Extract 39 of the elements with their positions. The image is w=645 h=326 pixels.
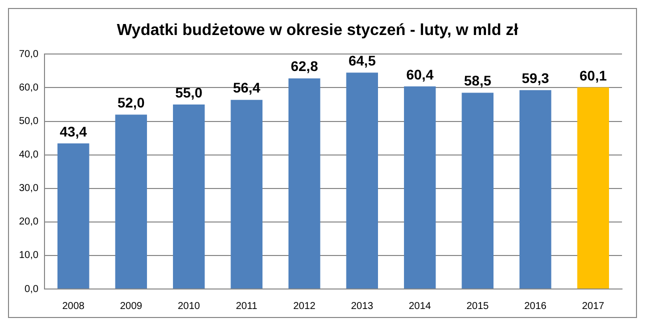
- data-label: 60,1: [580, 67, 607, 84]
- x-tick-label: 2010: [178, 300, 200, 312]
- x-tick-label: 2009: [120, 300, 143, 312]
- chart-title: Wydatki budżetowe w okresie styczeń - luty, w mld zł: [116, 22, 519, 40]
- y-tick-label: 0,0: [24, 284, 39, 295]
- y-tick-label: 30,0: [18, 183, 39, 194]
- bar: [577, 87, 610, 288]
- data-label: 56,4: [232, 80, 260, 96]
- data-label: 43,4: [60, 123, 88, 140]
- x-tick-label: 2011: [236, 300, 258, 312]
- bar: [462, 92, 494, 288]
- bar: [288, 78, 320, 288]
- bar: [404, 86, 436, 288]
- data-label: 55,0: [175, 84, 203, 100]
- x-tick-label: 2014: [408, 300, 432, 312]
- x-tick-label: 2016: [524, 300, 547, 312]
- bar: [346, 72, 378, 288]
- y-tick-label: 50,0: [18, 116, 39, 128]
- bar: [115, 114, 147, 288]
- data-label: 62,8: [290, 58, 318, 74]
- x-tick-label: 2013: [350, 300, 374, 312]
- data-label: 58,5: [464, 72, 492, 89]
- data-label: 60,4: [406, 66, 434, 82]
- y-tick-label: 60,0: [18, 82, 39, 94]
- bar: [230, 100, 262, 288]
- data-label: 59,3: [522, 70, 550, 86]
- bar: [57, 143, 90, 288]
- y-tick-label: 40,0: [18, 150, 39, 161]
- y-tick-label: 20,0: [18, 216, 39, 228]
- bar: [519, 90, 552, 288]
- bar: [172, 104, 205, 288]
- y-tick-label: 10,0: [18, 250, 39, 262]
- x-tick-label: 2017: [582, 300, 605, 312]
- data-label: 52,0: [117, 94, 145, 110]
- data-label: 64,5: [348, 52, 376, 69]
- y-tick-label: 70,0: [18, 48, 39, 60]
- x-tick-label: 2008: [62, 300, 85, 312]
- x-tick-label: 2015: [466, 300, 490, 312]
- x-tick-label: 2012: [293, 300, 316, 312]
